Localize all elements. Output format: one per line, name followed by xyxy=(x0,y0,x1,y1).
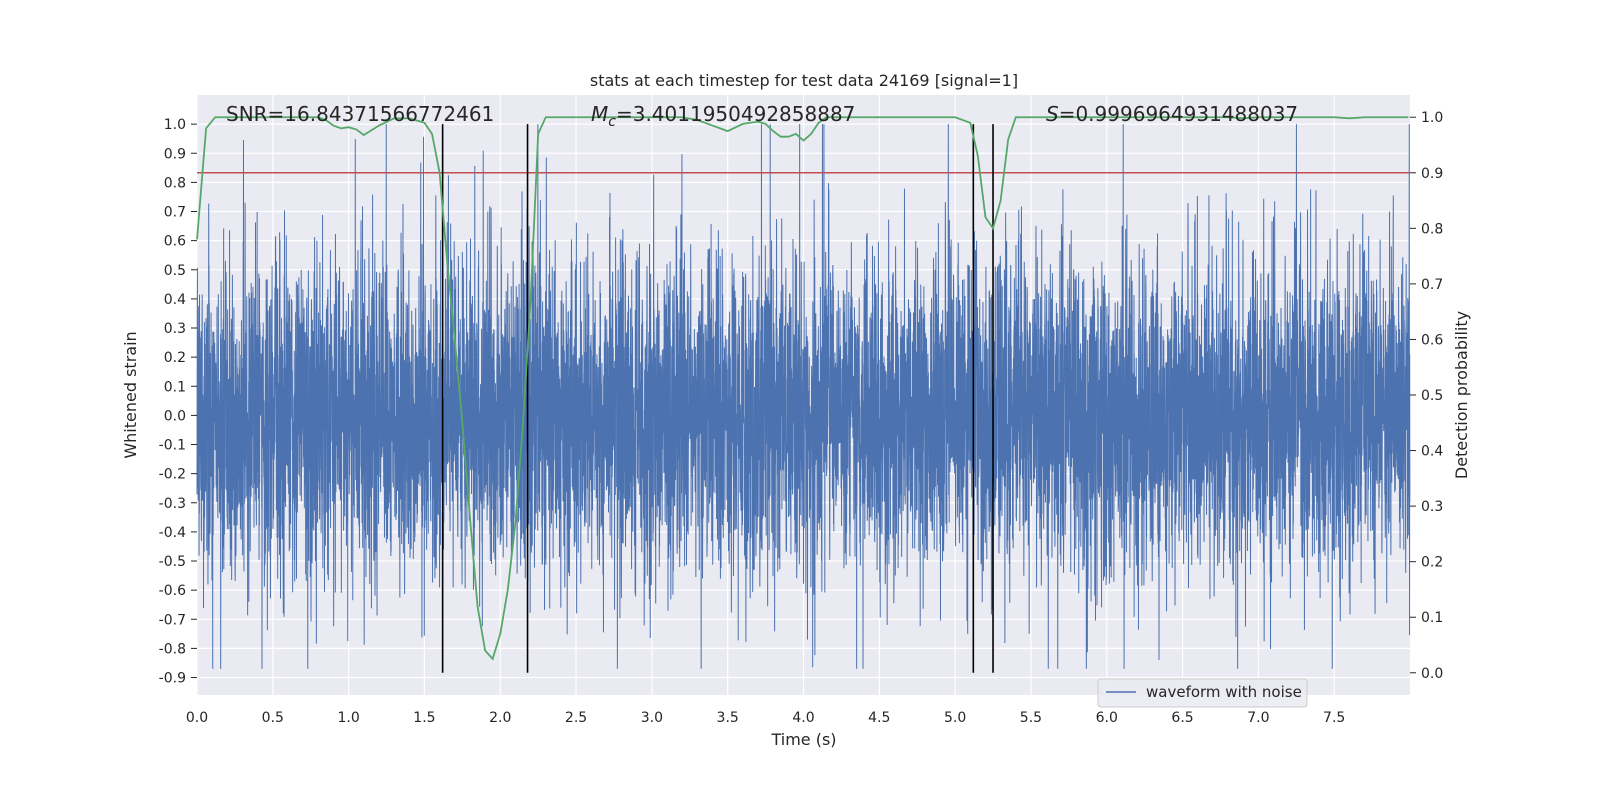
x-tick-label: 2.5 xyxy=(565,710,587,726)
y-tick-label: 1.0 xyxy=(164,117,186,133)
y2-tick-label: 0.0 xyxy=(1421,666,1443,682)
y2-tick-label: 0.5 xyxy=(1421,388,1443,404)
x-tick-label: 7.0 xyxy=(1247,710,1269,726)
y2-tick-label: 0.9 xyxy=(1421,166,1443,182)
legend-box xyxy=(1097,678,1308,708)
x-tick-label: 4.0 xyxy=(792,710,814,726)
y-tick-label: -0.1 xyxy=(159,438,186,454)
y-tick-label: 0.5 xyxy=(164,263,186,279)
legend-label-waveform: waveform with noise xyxy=(1146,683,1302,701)
y2-tick-label: 0.3 xyxy=(1421,499,1443,515)
x-tick-label: 7.5 xyxy=(1323,710,1345,726)
y2-tick-label: 0.2 xyxy=(1421,555,1443,571)
s-annotation: S=0.9996964931488037 xyxy=(1046,102,1298,126)
x-tick-label: 5.0 xyxy=(944,710,966,726)
legend: waveform with noise xyxy=(1097,678,1308,708)
chirp-mass-value: =3.4011950492858887 xyxy=(616,102,855,126)
x-tick-label: 4.5 xyxy=(868,710,890,726)
y-tick-label: -0.9 xyxy=(159,671,186,687)
y-tick-label: -0.7 xyxy=(159,612,186,628)
x-tick-label: 6.5 xyxy=(1171,710,1193,726)
y-tick-label: 0.4 xyxy=(164,292,186,308)
y-tick-label: -0.3 xyxy=(159,496,186,512)
x-tick-label: 2.0 xyxy=(489,710,511,726)
x-tick-label: 1.0 xyxy=(337,710,359,726)
y-tick-label: 0.1 xyxy=(164,379,186,395)
y2-tick-label: 1.0 xyxy=(1421,110,1443,126)
y-tick-label: 0.0 xyxy=(164,408,186,424)
y-tick-label: 0.8 xyxy=(164,175,186,191)
x-tick-label: 1.5 xyxy=(413,710,435,726)
y-tick-label: 0.3 xyxy=(164,321,186,337)
s-symbol: S xyxy=(1046,102,1059,126)
chirp-mass-annotation: Mc=3.4011950492858887 xyxy=(591,102,855,130)
y2-tick-label: 0.7 xyxy=(1421,277,1443,293)
y-tick-label: -0.2 xyxy=(159,467,186,483)
x-tick-label: 0.5 xyxy=(262,710,284,726)
y2-axis-label: Detection probability xyxy=(1452,311,1471,479)
chirp-mass-subscript: c xyxy=(608,114,616,130)
s-value: =0.9996964931488037 xyxy=(1059,102,1298,126)
x-tick-label: 0.0 xyxy=(186,710,208,726)
y2-tick-label: 0.8 xyxy=(1421,221,1443,237)
x-tick-label: 5.5 xyxy=(1020,710,1042,726)
x-axis-label: Time (s) xyxy=(770,730,836,749)
series-waveform-with-noise xyxy=(196,124,1411,669)
y2-tick-label: 0.1 xyxy=(1421,610,1443,626)
plot-area xyxy=(196,116,1411,673)
x-tick-label: 3.5 xyxy=(717,710,739,726)
y-tick-label: 0.2 xyxy=(164,350,186,366)
x-tick-label: 6.0 xyxy=(1096,710,1118,726)
chirp-mass-symbol: M xyxy=(591,102,608,126)
chart-title: stats at each timestep for test data 241… xyxy=(590,71,1018,90)
axes: 0.0 0.5 1.0 1.5 2.0 2.5 3.0 3.5 4.0 4.5 5.0 5.5 6.0 6… xyxy=(159,110,1444,726)
y-tick-label: -0.6 xyxy=(159,583,186,599)
y2-tick-label: 0.6 xyxy=(1421,332,1443,348)
y-tick-label: 0.7 xyxy=(164,205,186,221)
y-tick-label: 0.9 xyxy=(164,146,186,162)
series-detection-probability xyxy=(196,116,1409,661)
y-axis-label: Whitened strain xyxy=(121,331,140,458)
y-tick-label: -0.4 xyxy=(159,525,186,541)
y-tick-label: -0.5 xyxy=(159,554,186,570)
y-tick-label: -0.8 xyxy=(159,641,186,657)
y2-tick-label: 0.4 xyxy=(1421,444,1443,460)
snr-annotation: SNR=16.84371566772461 xyxy=(226,102,494,126)
y-tick-label: 0.6 xyxy=(164,234,186,250)
x-tick-label: 3.0 xyxy=(641,710,663,726)
